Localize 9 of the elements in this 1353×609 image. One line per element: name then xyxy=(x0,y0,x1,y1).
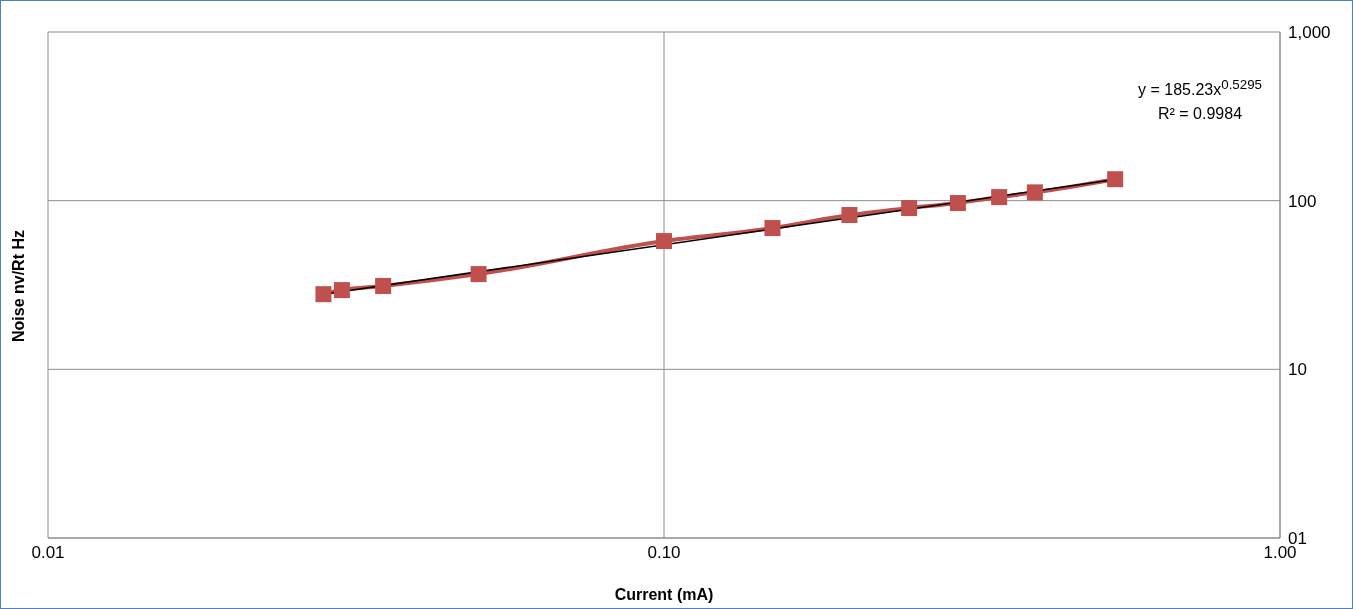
y-tick-label: 1,000 xyxy=(1288,23,1331,43)
x-tick-label: 0.10 xyxy=(647,543,681,563)
annotation: y = 185.23x$^{0.5295}$ xyxy=(1138,76,1262,101)
annotation: R² = 0.9984 xyxy=(1157,104,1244,125)
x-tick-label: 0.01 xyxy=(31,543,65,563)
y-axis-title: Noise nv/Rt Hz xyxy=(10,229,28,342)
y-tick-label: 100 xyxy=(1288,191,1317,211)
x-axis-title: Current (mA) xyxy=(614,586,714,603)
y-tick-label: 10 xyxy=(1288,360,1307,380)
